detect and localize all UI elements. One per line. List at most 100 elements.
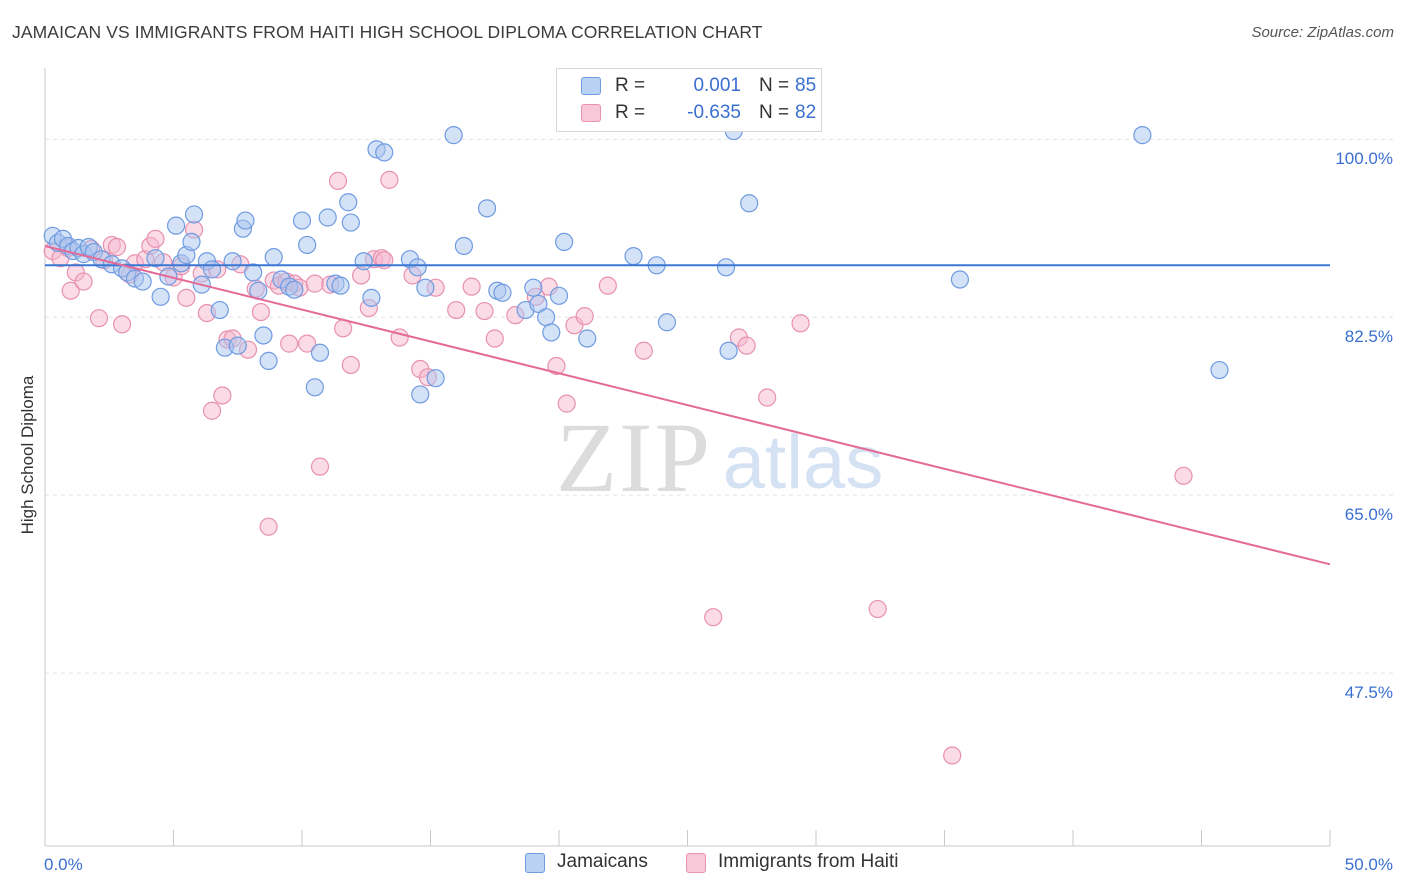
correlation-legend: R = 0.001 N = 85 R = -0.635 N = 82 <box>556 68 822 132</box>
legend-n-label: N = <box>759 102 790 123</box>
jamaicans-point <box>657 313 677 332</box>
y-tick-label: 65.0% <box>1345 505 1393 524</box>
jamaicans-point <box>318 208 337 227</box>
jamaicans-point <box>411 385 430 404</box>
haiti-point <box>112 315 132 334</box>
chart-title: JAMAICAN VS IMMIGRANTS FROM HAITI HIGH S… <box>12 22 763 42</box>
jamaicans-point <box>202 260 222 279</box>
tick-labels: 47.5% 65.0% 82.5% 100.0% 0.0% 50.0% <box>44 149 1393 874</box>
jamaicans-point <box>285 280 304 299</box>
jamaicans-point <box>146 249 165 268</box>
jamaicans-point <box>408 258 427 277</box>
jamaicans-point <box>719 341 738 360</box>
jamaicans-point <box>236 211 255 230</box>
source-note: Source: ZipAtlas.com <box>1251 24 1394 41</box>
x-tick-label: 0.0% <box>44 855 83 874</box>
axes <box>44 68 1331 847</box>
jamaicans-point <box>493 283 512 302</box>
haiti-point <box>475 301 494 321</box>
jamaicans-point <box>416 278 435 297</box>
haiti-point <box>1174 466 1193 485</box>
legend-n-value: 85 <box>795 75 817 96</box>
jamaicans-point <box>537 308 556 327</box>
haiti-point <box>177 288 196 307</box>
haiti-point <box>280 334 299 353</box>
legend-n-value: 82 <box>795 102 817 123</box>
haiti-point <box>310 457 330 476</box>
y-tick-label: 47.5% <box>1345 683 1393 702</box>
jamaicans-point <box>184 205 204 224</box>
haiti-point <box>557 394 576 413</box>
jamaicans-point <box>444 126 463 145</box>
haiti-point <box>305 274 324 293</box>
haiti-point <box>61 281 80 300</box>
haiti-point <box>213 386 232 405</box>
haiti-point <box>251 302 270 322</box>
jamaicans-point <box>341 213 360 232</box>
y-tick-label: 100.0% <box>1335 149 1393 168</box>
jamaicans-point <box>228 336 247 355</box>
jamaicans-point <box>182 232 201 252</box>
x-tick-label: 50.0% <box>1345 855 1393 874</box>
watermark: ZIP atlas <box>556 402 883 513</box>
haiti-point <box>298 334 317 353</box>
jamaicans-point <box>244 263 263 282</box>
legend-r-label: R = <box>615 75 646 96</box>
jamaicans-point <box>133 272 152 291</box>
haiti-point <box>89 309 109 328</box>
grid-lines <box>45 138 1394 674</box>
jamaicans-point <box>264 248 283 267</box>
haiti-point <box>943 746 962 765</box>
bottom-legend-label: Jamaicans <box>557 851 648 872</box>
haiti-point <box>868 599 887 619</box>
jamaicans-point <box>1133 126 1152 145</box>
jamaicans-point <box>298 235 317 255</box>
jamaicans-point <box>549 286 569 305</box>
jamaicans-point <box>555 232 574 252</box>
jamaicans-point <box>166 216 186 235</box>
trend-lines <box>44 245 1331 566</box>
haiti-point <box>704 608 723 627</box>
legend-r-label: R = <box>615 102 646 123</box>
haiti-point <box>462 277 481 296</box>
haiti-point <box>598 276 617 295</box>
haiti-point <box>334 319 353 338</box>
jamaicans-point <box>542 323 561 342</box>
haiti-point <box>380 170 399 189</box>
haiti-point <box>341 355 360 375</box>
haiti-point <box>74 272 93 291</box>
jamaicans-point <box>223 252 242 271</box>
jamaicans-point <box>1210 360 1229 380</box>
jamaicans-point <box>305 378 324 397</box>
haiti-point <box>791 314 810 333</box>
jamaicans-point <box>426 369 445 388</box>
jamaicans-point <box>210 300 229 320</box>
jamaicans-point <box>151 287 170 306</box>
legend-swatch-pink <box>581 104 601 122</box>
haiti-trend-line <box>44 245 1331 566</box>
jamaicans-point <box>454 236 474 256</box>
jamaicans-point <box>254 326 273 345</box>
jamaicans-point <box>624 247 643 266</box>
jamaicans-point <box>362 288 381 307</box>
legend-r-value: -0.635 <box>687 102 741 123</box>
haiti-point <box>328 171 348 190</box>
jamaicans-point <box>578 329 597 348</box>
y-axis-label: High School Diploma <box>18 375 37 535</box>
jamaicans-point <box>310 343 330 362</box>
legend-swatch-blue <box>581 77 601 95</box>
series-jamaicans-points <box>43 121 1229 404</box>
haiti-point <box>737 336 756 355</box>
jamaicans-point <box>524 278 543 297</box>
haiti-point <box>202 401 222 420</box>
haiti-point <box>107 237 127 257</box>
haiti-point <box>447 300 466 320</box>
legend-n-label: N = <box>759 75 790 96</box>
jamaicans-point <box>477 199 497 218</box>
jamaicans-point <box>375 143 394 162</box>
jamaicans-point <box>716 258 736 277</box>
jamaicans-point <box>354 252 373 271</box>
haiti-point <box>575 307 594 326</box>
haiti-point <box>758 388 777 407</box>
